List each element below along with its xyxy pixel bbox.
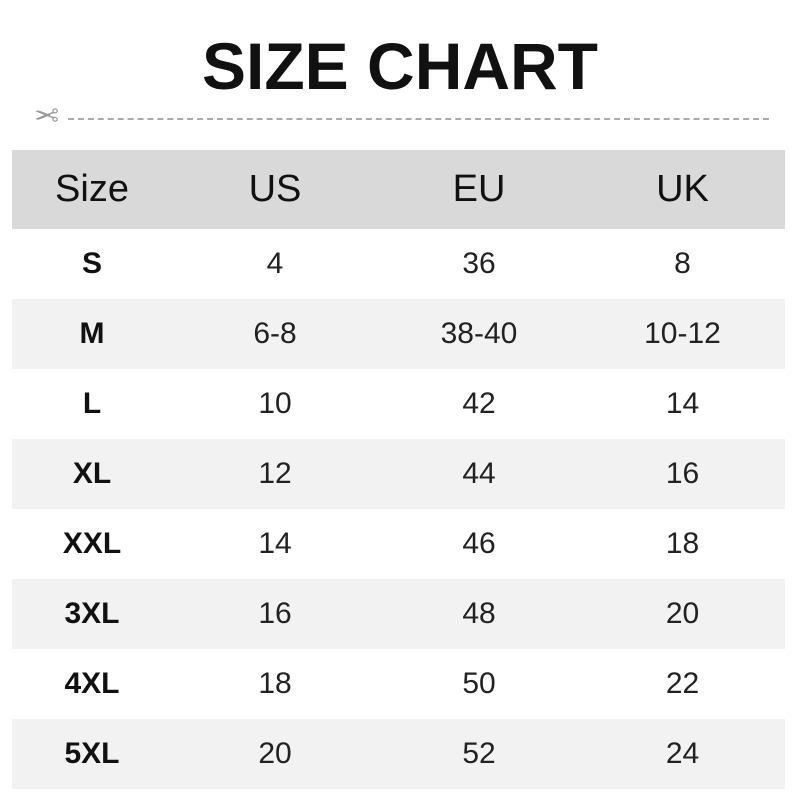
cell-eu: 44 xyxy=(462,457,496,490)
cell-size: 4XL xyxy=(64,667,120,700)
cell-us: 16 xyxy=(258,597,292,630)
table-row: M 6-8 38-40 10-12 xyxy=(12,299,785,369)
cell-eu: 42 xyxy=(462,387,496,420)
cell-us: 12 xyxy=(258,457,292,490)
cell-uk: 18 xyxy=(665,527,700,560)
size-table: Size US EU UK S 4 36 8 M 6-8 38-40 10-12 L 10 42 14… xyxy=(12,150,785,789)
cell-size: 5XL xyxy=(64,737,120,770)
table-row: XL 12 44 16 xyxy=(12,439,785,509)
header-size: Size xyxy=(55,168,129,210)
cell-us: 14 xyxy=(258,527,292,560)
table-header: Size US EU UK xyxy=(12,150,785,229)
cell-size: S xyxy=(81,247,102,280)
cell-uk: 24 xyxy=(665,737,700,770)
header-uk: UK xyxy=(656,168,709,210)
cell-size: 3XL xyxy=(64,597,120,630)
cell-us: 4 xyxy=(266,247,284,280)
page-title: SIZE CHART xyxy=(202,29,598,103)
cell-eu: 48 xyxy=(462,597,496,630)
cut-line: ✂ xyxy=(34,100,769,133)
table-row: S 4 36 8 xyxy=(12,229,785,299)
cell-uk: 8 xyxy=(674,247,691,280)
cell-uk: 22 xyxy=(665,667,700,700)
cell-size: XXL xyxy=(62,527,122,560)
cell-eu: 46 xyxy=(462,527,496,560)
cell-us: 6-8 xyxy=(253,317,297,350)
table-row: 5XL 20 52 24 xyxy=(12,719,785,789)
cell-size: L xyxy=(82,387,102,420)
cell-uk: 10-12 xyxy=(644,317,721,350)
header-eu: EU xyxy=(452,168,506,210)
cell-eu: 38-40 xyxy=(440,317,518,350)
table-row: 4XL 18 50 22 xyxy=(12,649,785,719)
cell-eu: 36 xyxy=(462,247,496,280)
table-row: XXL 14 46 18 xyxy=(12,509,785,579)
cell-size: M xyxy=(79,317,105,350)
header-us: US xyxy=(248,168,302,210)
cell-eu: 50 xyxy=(462,667,496,700)
cell-us: 10 xyxy=(258,387,292,420)
cell-size: XL xyxy=(72,457,112,490)
cell-uk: 20 xyxy=(665,597,700,630)
table-row: L 10 42 14 xyxy=(12,369,785,439)
scissors-icon: ✂ xyxy=(34,100,60,133)
cell-eu: 52 xyxy=(462,737,496,770)
table-row: 3XL 16 48 20 xyxy=(12,579,785,649)
cell-us: 18 xyxy=(258,667,292,700)
cell-us: 20 xyxy=(258,737,292,770)
cell-uk: 14 xyxy=(665,387,700,420)
cell-uk: 16 xyxy=(665,457,700,490)
dashed-divider xyxy=(68,118,769,120)
